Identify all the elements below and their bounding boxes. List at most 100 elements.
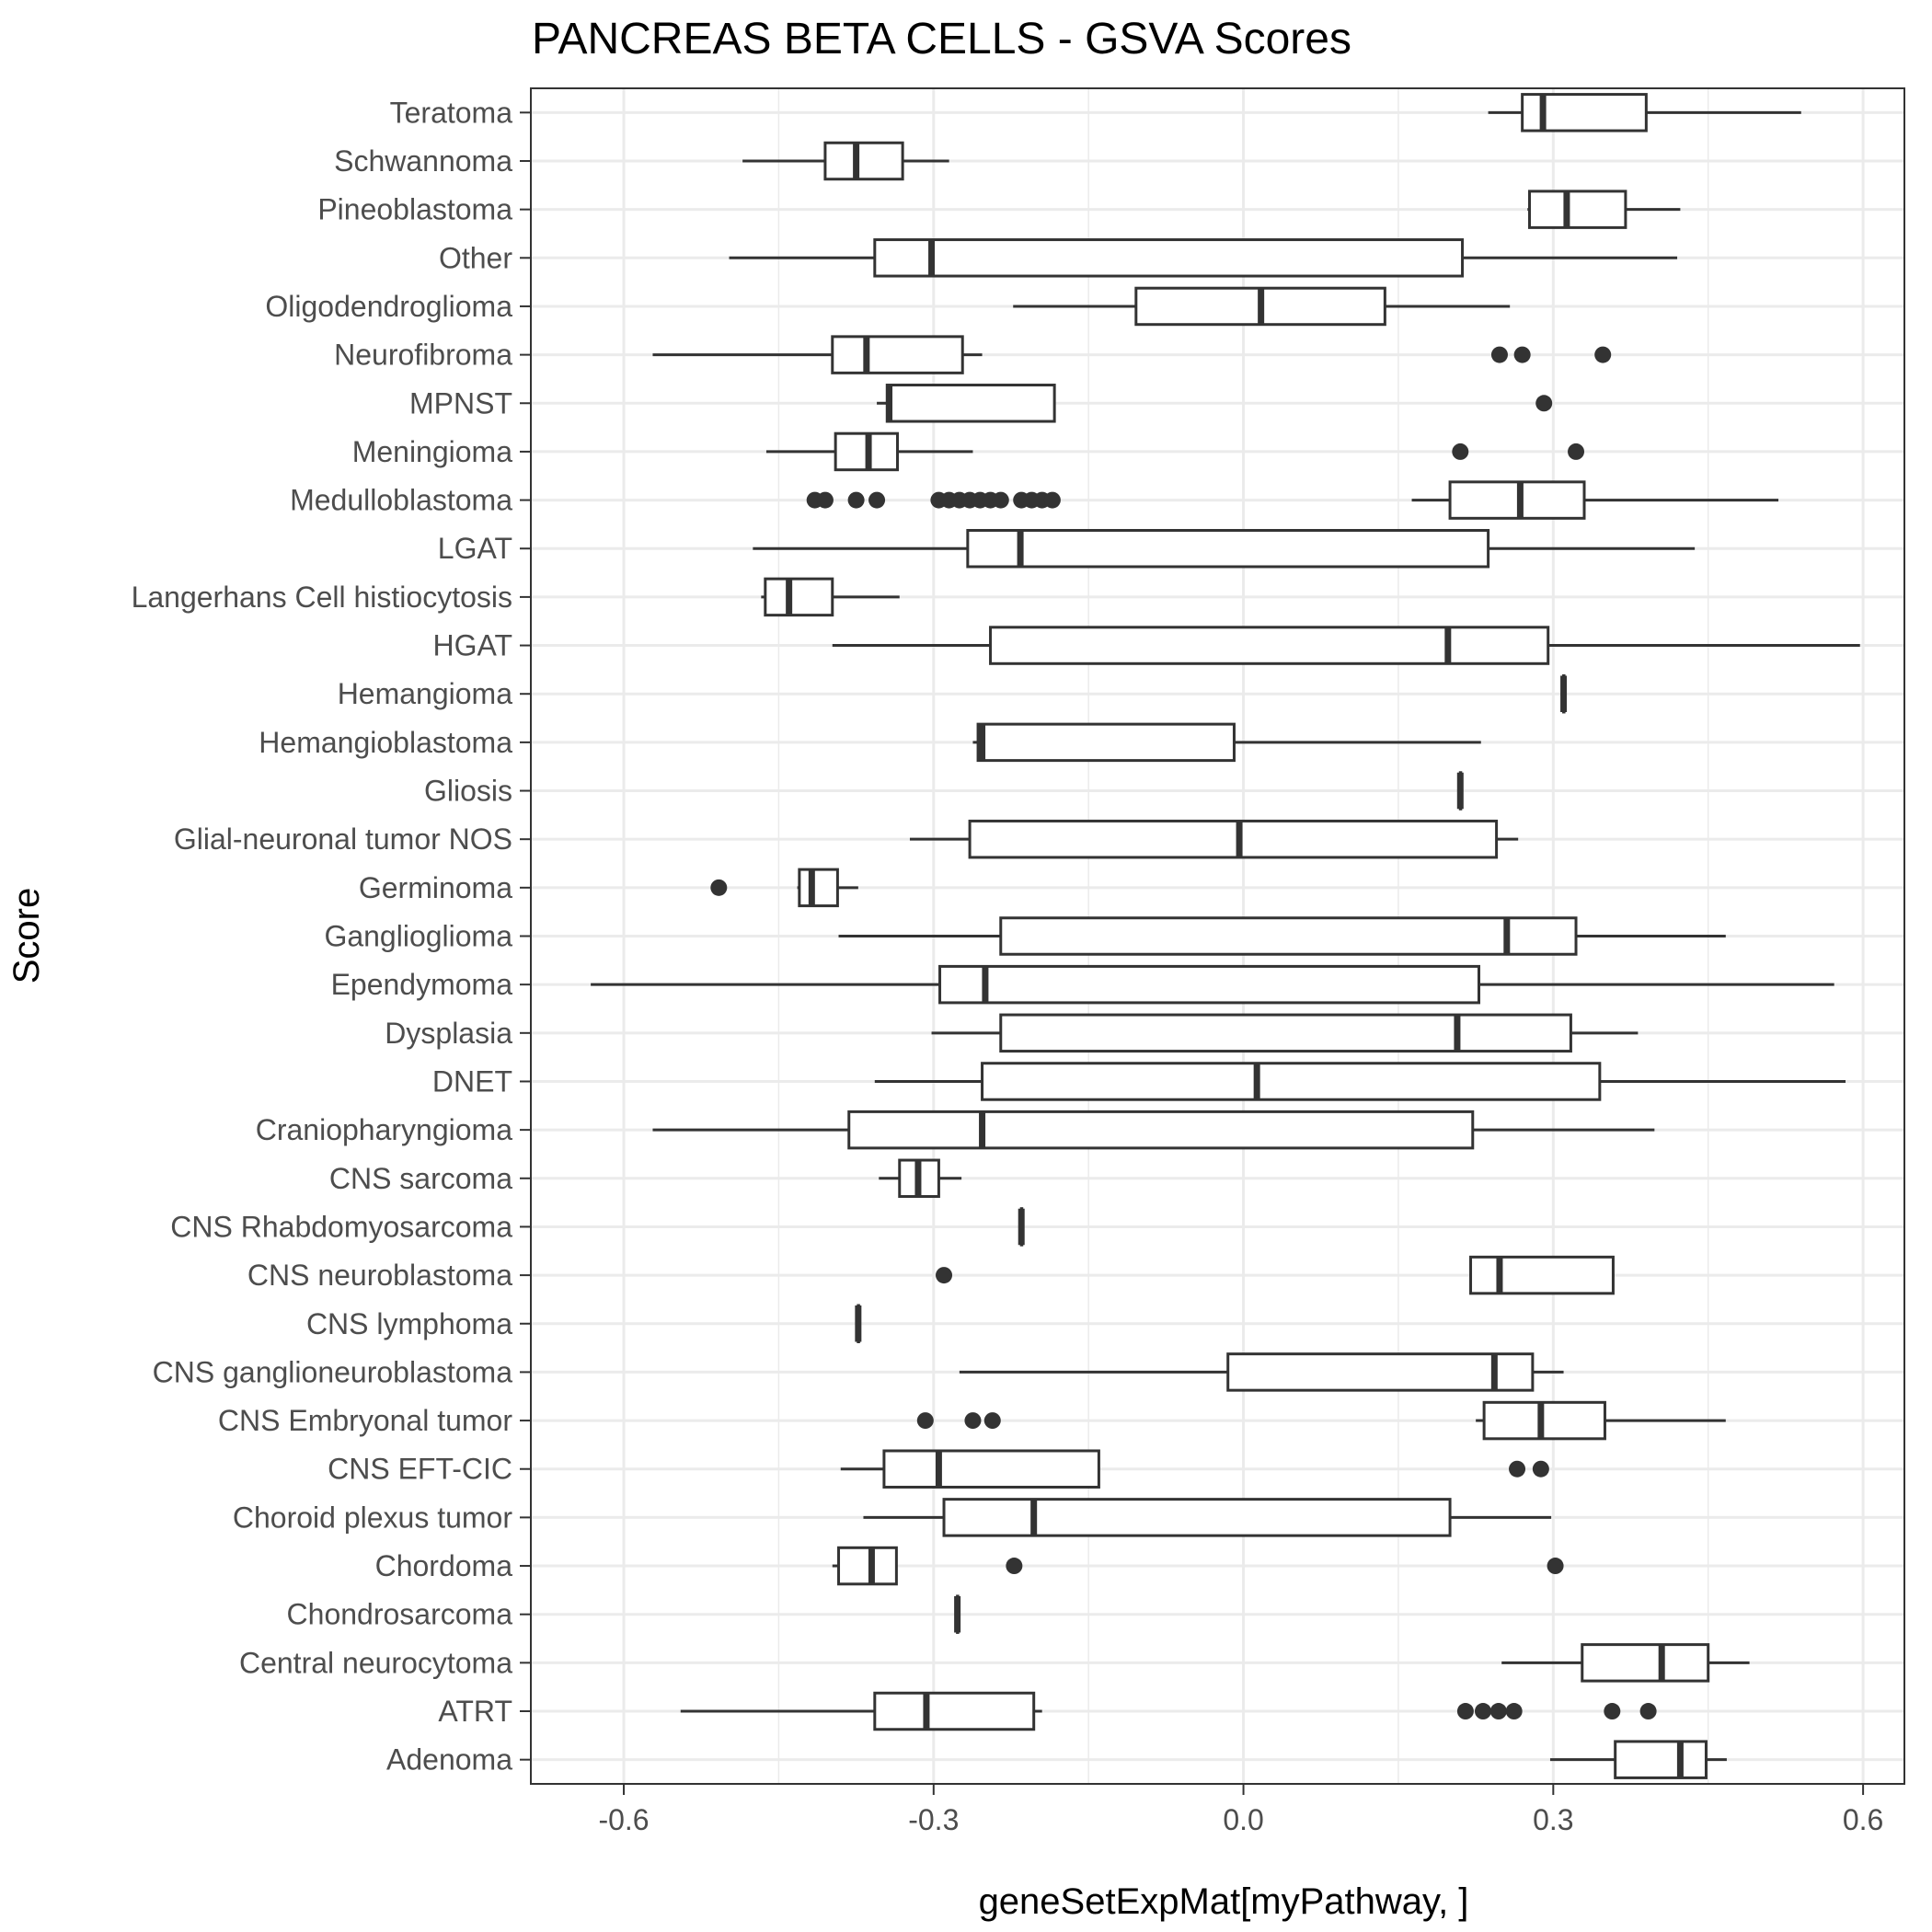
y-tick-label: Neurofibroma (334, 339, 512, 372)
boxplot-ganglioglioma (838, 916, 1726, 956)
y-tick-label: CNS Embryonal tumor (218, 1404, 512, 1437)
y-tick-label: CNS lymphoma (306, 1307, 512, 1340)
outlier-point (816, 491, 834, 509)
boxplot-hemangioblastoma (972, 722, 1481, 763)
iqr-box (999, 916, 1578, 956)
iqr-box (873, 1691, 1036, 1731)
outlier-point (1604, 1703, 1621, 1720)
boxplot-choroid-plexus-tumor (863, 1498, 1552, 1537)
iqr-box (938, 964, 1481, 1005)
y-tick-label: Oligodendroglioma (265, 290, 512, 323)
outlier-point (1509, 1460, 1526, 1478)
x-tick-label: -0.3 (908, 1803, 959, 1836)
boxplot-adenoma (1549, 1740, 1727, 1779)
x-tick-label: 0.3 (1533, 1803, 1573, 1836)
boxplot-atrt (680, 1691, 1657, 1731)
y-tick-label: Germinoma (359, 871, 512, 904)
y-tick-label: Choroid plexus tumor (233, 1501, 512, 1534)
outlier-point (868, 491, 886, 509)
y-tick-label: MPNST (409, 386, 512, 420)
outlier-point (1043, 491, 1061, 509)
y-tick-label: CNS neuroblastoma (247, 1259, 512, 1292)
boxplot-gliosis (1456, 771, 1464, 811)
y-tick-label: ATRT (438, 1695, 512, 1728)
iqr-box (831, 335, 964, 374)
iqr-box (798, 868, 839, 908)
boxplot-hgat (832, 626, 1860, 665)
outlier-point (1568, 443, 1585, 460)
outlier-point (1535, 395, 1553, 412)
boxplot-cns-rhabdomyosarcoma (1018, 1207, 1025, 1247)
boxplot-dnet (874, 1062, 1846, 1101)
x-tick-label: 0.0 (1223, 1803, 1263, 1836)
y-tick-label: Glial-neuronal tumor NOS (174, 822, 512, 856)
outlier-point (916, 1412, 934, 1430)
boxplot-germinoma (710, 868, 858, 908)
iqr-box (1226, 1352, 1535, 1392)
boxplot-glial-neuronal-tumor-nos (909, 819, 1519, 859)
boxplot-chordoma (832, 1546, 1564, 1586)
y-tick-label: Gliosis (424, 775, 512, 808)
boxplot-medulloblastoma (806, 480, 1779, 520)
iqr-box (976, 722, 1236, 763)
x-axis-title: geneSetExpMat[myPathway, ] (979, 1881, 1469, 1922)
y-tick-label: Ganglioglioma (324, 920, 512, 953)
iqr-box (981, 1062, 1602, 1101)
iqr-box (837, 1546, 898, 1586)
y-axis: Teratoma Schwannoma Pineoblastoma Other Olig… (132, 96, 531, 1777)
y-tick-label: Schwannoma (334, 144, 512, 178)
outlier-point (1513, 346, 1531, 363)
boxplot-other (729, 238, 1678, 278)
x-tick-label: 0.6 (1843, 1803, 1883, 1836)
boxplot-dysplasia (931, 1013, 1639, 1053)
y-tick-label: Chondrosarcoma (287, 1598, 513, 1631)
boxplot-cns-embryonal-tumor (916, 1400, 1726, 1441)
outlier-point (1452, 443, 1469, 460)
iqr-box (1528, 190, 1627, 229)
y-tick-label: CNS ganglioneuroblastoma (153, 1355, 513, 1388)
boxplot-craniopharyngioma (652, 1110, 1655, 1150)
y-tick-label: CNS sarcoma (329, 1162, 512, 1195)
outlier-point (1490, 346, 1508, 363)
boxplot-central-neurocytoma (1501, 1643, 1750, 1683)
boxplot-cns-neuroblastoma (936, 1255, 1615, 1295)
y-tick-label: Dysplasia (385, 1017, 512, 1050)
y-tick-label: CNS EFT-CIC (328, 1453, 512, 1486)
boxplot-teratoma (1488, 93, 1801, 132)
iqr-box (989, 626, 1550, 665)
iqr-box (942, 1498, 1452, 1537)
outlier-point (983, 1412, 1001, 1430)
iqr-box (873, 238, 1465, 278)
y-tick-label: HGAT (432, 629, 512, 662)
outlier-point (936, 1267, 953, 1284)
outlier-point (1594, 346, 1612, 363)
boxplot-cns-lymphoma (855, 1304, 862, 1344)
y-tick-label: Pineoblastoma (317, 193, 512, 226)
y-tick-label: Central neurocytoma (239, 1646, 512, 1679)
y-tick-label: Chordoma (375, 1549, 513, 1582)
boxplot-langerhans-cell-histiocytosis (761, 577, 900, 617)
y-tick-label: Hemangioblastoma (259, 726, 512, 759)
iqr-box (1469, 1255, 1615, 1295)
boxplot-hemangioma (1560, 673, 1568, 714)
outlier-point (1489, 1703, 1507, 1720)
outlier-point (1006, 1558, 1023, 1575)
boxplot-chondrosarcoma (954, 1594, 961, 1634)
outlier-point (1474, 1703, 1491, 1720)
boxplot-neurofibroma (652, 335, 1612, 374)
iqr-box (764, 577, 834, 617)
outlier-point (847, 491, 865, 509)
y-tick-label: CNS Rhabdomyosarcoma (170, 1210, 512, 1243)
chart-title: PANCREAS BETA CELLS - GSVA Scores (532, 15, 1351, 63)
boxplot-mpnst (877, 384, 1553, 423)
y-tick-label: LGAT (438, 532, 512, 565)
outlier-point (964, 1412, 982, 1430)
iqr-box (885, 384, 1056, 423)
iqr-box (999, 1013, 1572, 1053)
outlier-point (1532, 1460, 1549, 1478)
y-tick-label: Meningioma (352, 435, 513, 468)
iqr-box (1482, 1400, 1606, 1441)
iqr-box (966, 528, 1490, 569)
outlier-point (1505, 1703, 1523, 1720)
